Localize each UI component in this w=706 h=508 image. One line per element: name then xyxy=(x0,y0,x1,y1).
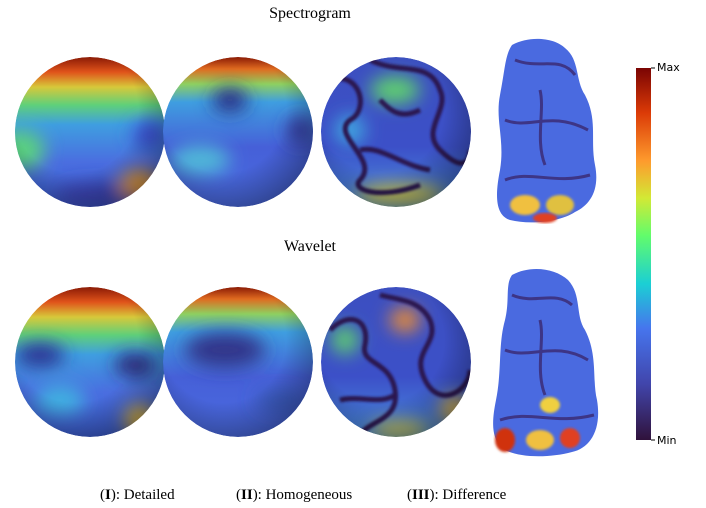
mesh xyxy=(493,269,598,456)
sphere xyxy=(163,57,314,207)
sphere xyxy=(15,287,165,437)
caption: (II): Homogeneous xyxy=(236,487,352,503)
colorbar xyxy=(636,68,651,440)
colorbar-label: Max xyxy=(657,61,680,74)
caption-part: ): Detailed xyxy=(111,487,175,503)
caption-part: ): Difference xyxy=(430,487,507,503)
sphere xyxy=(321,57,471,207)
caption-numeral: III xyxy=(412,487,430,503)
sphere xyxy=(0,57,168,207)
figure: Spectrogram Wavelet xyxy=(0,0,706,508)
colorbar-label: Min xyxy=(657,434,677,447)
row-title: Spectrogram xyxy=(269,5,351,22)
caption-part: ): Homogeneous xyxy=(253,487,353,503)
caption: (I): Detailed xyxy=(100,487,175,503)
sphere xyxy=(163,287,313,437)
sphere xyxy=(321,287,471,438)
caption: (III): Difference xyxy=(407,487,507,503)
caption-numeral: II xyxy=(241,487,253,503)
mesh xyxy=(497,39,596,223)
row-title: Wavelet xyxy=(284,238,337,255)
